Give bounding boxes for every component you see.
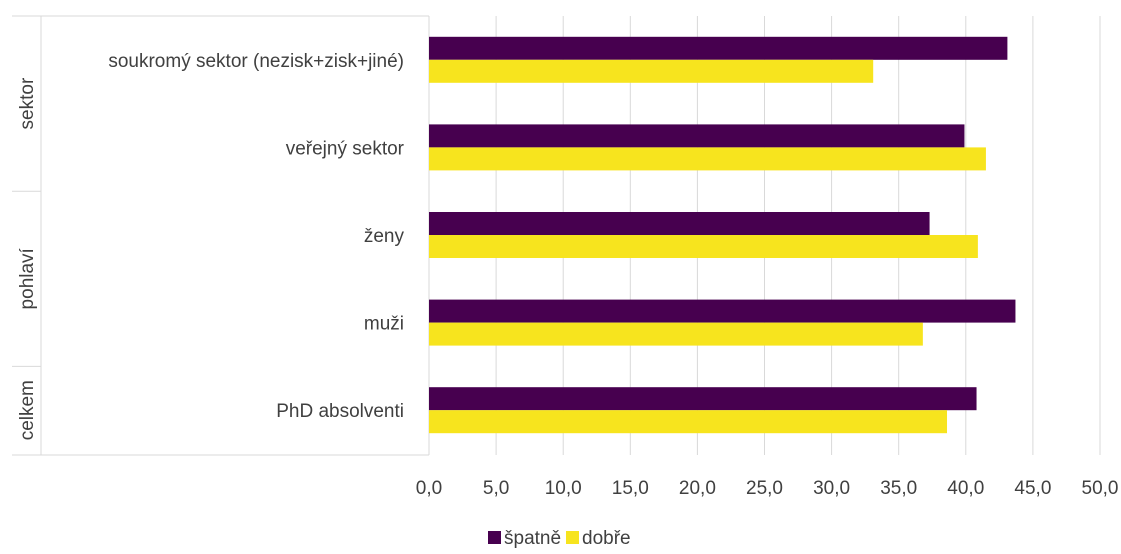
bar-dobre [429, 322, 923, 346]
category-label: soukromý sektor (nezisk+zisk+jiné) [108, 51, 404, 72]
bar-spatne [429, 36, 1008, 60]
bar-spatne [429, 387, 977, 411]
bar-spatne [429, 124, 965, 148]
x-tick-label: 45,0 [1014, 478, 1051, 499]
bar-dobre [429, 59, 874, 83]
category-label: ženy [364, 226, 405, 247]
bar-dobre [429, 147, 986, 171]
legend-swatch-dobre [566, 531, 579, 544]
legend-label: špatně [504, 528, 561, 549]
x-tick-label: 30,0 [813, 478, 850, 499]
category-label: muži [364, 314, 404, 335]
group-label: pohlaví [17, 247, 38, 309]
x-tick-label: 40,0 [947, 478, 984, 499]
x-tick-label: 10,0 [545, 478, 582, 499]
category-label: veřejný sektor [286, 138, 405, 159]
x-tick-label: 25,0 [746, 478, 783, 499]
x-tick-label: 50,0 [1082, 478, 1119, 499]
bar-spatne [429, 212, 930, 235]
x-tick-label: 15,0 [612, 478, 649, 499]
group-label: celkem [17, 380, 38, 440]
legend-label: dobře [582, 528, 631, 549]
x-tick-label: 35,0 [880, 478, 917, 499]
bar-dobre [429, 235, 978, 258]
bar-dobre [429, 410, 948, 434]
x-tick-label: 5,0 [483, 478, 509, 499]
bar-spatne [429, 299, 1016, 323]
category-label: PhD absolventi [276, 401, 404, 422]
x-tick-label: 0,0 [416, 478, 442, 499]
legend-swatch-spatne [488, 531, 501, 544]
x-tick-label: 20,0 [679, 478, 716, 499]
group-label: sektor [17, 77, 38, 129]
